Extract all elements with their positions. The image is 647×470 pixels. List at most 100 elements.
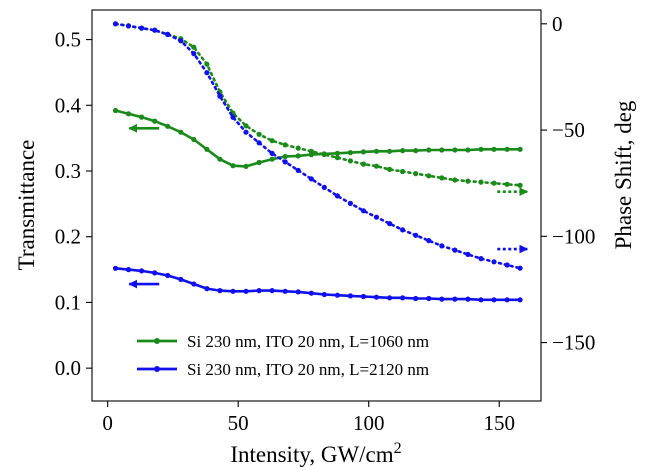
transmittance-point-blue — [373, 294, 380, 300]
phase-point-blue — [204, 70, 210, 76]
right-axis-ticks: 0 −50 −100 −150 — [541, 12, 595, 355]
x-axis-label: Intensity, GW/cm2 — [230, 440, 401, 467]
transmittance-point-green — [452, 147, 458, 153]
transmittance-point-blue — [413, 295, 419, 302]
transmittance-point-green — [400, 148, 406, 154]
left-y-tick-label: 0.1 — [55, 290, 81, 314]
phase-point-green — [295, 145, 301, 151]
transmittance-point-blue — [491, 297, 497, 303]
transmittance-point-green — [295, 153, 301, 159]
transmittance-point-blue — [465, 296, 471, 302]
x-axis-label-text: Intensity, GW/cm — [230, 442, 393, 467]
phase-point-green — [504, 181, 510, 187]
transmittance-point-blue — [504, 297, 510, 303]
left-axis-ticks: 0.0 0.1 0.2 0.3 0.4 0.5 — [55, 28, 92, 380]
phase-point-blue — [191, 51, 197, 57]
transmittance-point-green — [165, 123, 171, 129]
x-tick-label: 100 — [353, 411, 385, 435]
legend: Si 230 nm, ITO 20 nm, L=1060 nm Si 230 n… — [137, 332, 429, 379]
transmittance-point-blue — [387, 295, 393, 301]
transmittance-point-blue — [400, 295, 406, 301]
phase-line-green — [114, 22, 522, 187]
legend-label-blue: Si 230 nm, ITO 20 nm, L=2120 nm — [187, 360, 429, 379]
transmittance-point-blue — [204, 286, 210, 292]
transmittance-point-blue — [243, 288, 249, 294]
phase-point-blue — [125, 23, 132, 29]
phase-point-blue — [295, 167, 301, 173]
transmittance-point-green — [256, 159, 262, 166]
phase-point-green — [465, 178, 471, 184]
transmittance-point-blue — [152, 270, 158, 276]
transmittance-point-blue — [178, 276, 184, 282]
transmittance-point-blue — [217, 288, 223, 294]
transmittance-point-blue — [112, 265, 119, 271]
series-layer — [112, 21, 523, 303]
phase-point-blue — [230, 114, 236, 120]
transmittance-point-blue — [125, 267, 132, 273]
right-y-tick-label: 0 — [552, 12, 563, 36]
left-y-tick-label: 0.2 — [55, 225, 81, 249]
transmittance-point-blue — [347, 293, 353, 299]
phase-point-blue — [413, 232, 419, 238]
transmittance-point-blue — [334, 292, 340, 298]
phase-point-blue — [517, 265, 523, 271]
right-y-tick-label: −150 — [552, 331, 595, 355]
phase-point-green — [334, 155, 340, 161]
phase-point-blue — [478, 256, 484, 262]
transmittance-point-blue — [321, 291, 327, 298]
transmittance-point-green — [373, 148, 380, 154]
transmittance-point-green — [465, 147, 471, 153]
transmittance-point-blue — [426, 295, 432, 302]
phase-point-blue — [308, 176, 314, 182]
x-axis-label-superscript: 2 — [394, 440, 402, 457]
phase-point-green — [282, 142, 288, 148]
left-axis-label: Transmittance — [14, 140, 39, 271]
left-y-tick-label: 0.0 — [55, 356, 81, 380]
legend-label-green: Si 230 nm, ITO 20 nm, L=1060 nm — [187, 332, 429, 351]
annotation-layer — [128, 123, 529, 289]
transmittance-point-blue — [165, 272, 171, 279]
phase-point-blue — [243, 129, 249, 135]
phase-point-green — [439, 175, 445, 181]
phase-point-blue — [360, 208, 367, 214]
legend-marker-green — [154, 338, 160, 344]
phase-point-green — [478, 179, 484, 185]
transmittance-point-green — [504, 146, 510, 152]
transmittance-point-green — [112, 107, 119, 114]
transmittance-point-blue — [282, 288, 288, 294]
phase-point-green — [426, 173, 432, 179]
phase-point-blue — [217, 93, 223, 99]
transmittance-point-blue — [230, 288, 236, 294]
phase-point-green — [373, 163, 380, 169]
x-tick-label: 50 — [228, 411, 249, 435]
right-y-tick-label: −100 — [552, 224, 595, 248]
transmittance-point-green — [413, 148, 419, 154]
phase-point-blue — [282, 159, 288, 165]
transmittance-point-blue — [269, 288, 275, 294]
phase-point-blue — [491, 259, 497, 265]
transmittance-point-blue — [308, 290, 314, 296]
phase-point-blue — [347, 200, 353, 206]
phase-point-blue — [439, 243, 445, 249]
transmittance-point-green — [439, 147, 445, 153]
transmittance-point-green — [517, 146, 523, 152]
transmittance-point-green — [360, 149, 367, 155]
phase-point-blue — [334, 193, 340, 199]
phase-point-blue — [387, 221, 393, 227]
phase-point-blue — [152, 27, 158, 33]
phase-point-blue — [465, 251, 471, 257]
left-y-tick-label: 0.5 — [55, 28, 81, 52]
phase-point-green — [517, 182, 523, 188]
phase-point-green — [413, 171, 419, 177]
transmittance-point-green — [152, 118, 158, 124]
transmittance-point-green — [347, 150, 353, 156]
phase-point-blue — [426, 238, 432, 244]
x-tick-label: 0 — [102, 411, 113, 435]
transmittance-point-green — [178, 129, 184, 135]
phase-point-blue — [321, 184, 327, 190]
x-axis-ticks: 0 50 100 150 — [102, 401, 515, 435]
transmittance-point-green — [334, 150, 340, 156]
phase-point-blue — [178, 38, 184, 44]
phase-point-green — [204, 61, 210, 67]
